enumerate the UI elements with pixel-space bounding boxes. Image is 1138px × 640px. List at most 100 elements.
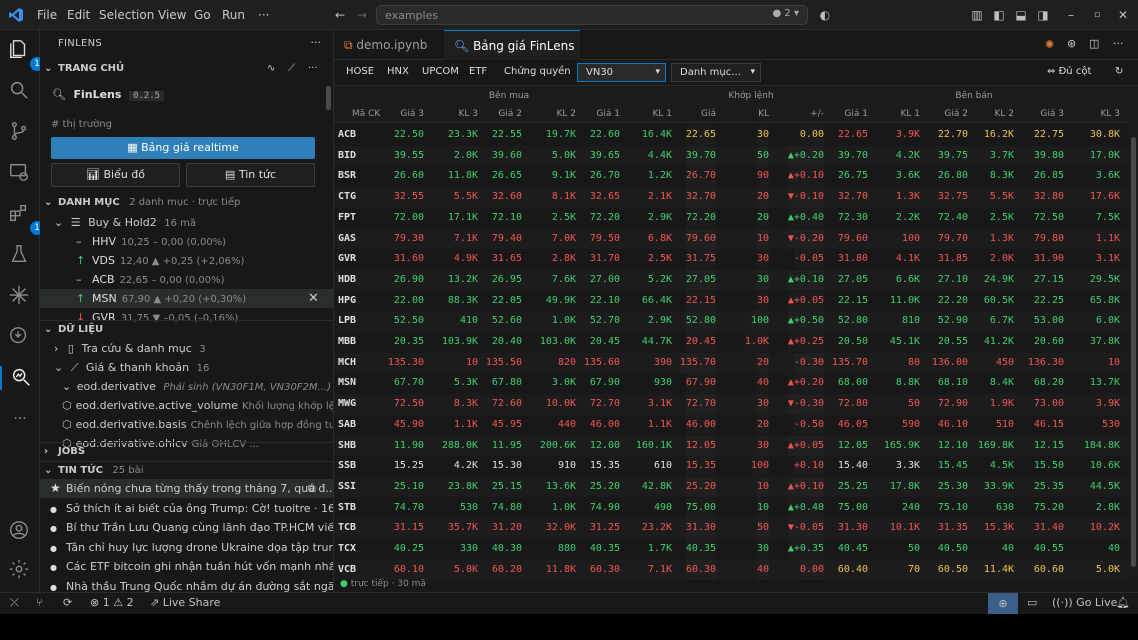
board-row-ssi[interactable]: SSI 25.10 23.8K 25.15 13.6K 25.20 42.8K 25.20 10… (334, 476, 1129, 498)
symbol-cell[interactable]: SHB (338, 439, 357, 451)
zoom-icon[interactable]: ⊕ (988, 593, 1018, 614)
news-item[interactable]: ● Nhà thầu Trung Quốc nhắm dự án đường sắ… (40, 577, 333, 593)
board-row-acb[interactable]: ACB 22.50 23.3K 22.55 19.7K 22.60 16.4K 22.65 30… (334, 125, 1129, 146)
run-debug-icon[interactable] (8, 161, 32, 185)
portfolio-item-hhv[interactable]: – HHV 10,25 – 0,00 (0,00%) (40, 232, 333, 251)
symbol-cell[interactable]: HPG (338, 294, 357, 306)
branch-icon[interactable]: ⑂ (36, 596, 43, 609)
board-row-gvr[interactable]: GVR 31.60 4.9K 31.65 2.8K 31.70 2.5K 31.75 30 -0.… (334, 249, 1129, 270)
menu-run[interactable]: Run (222, 8, 246, 22)
sidebar-more-icon[interactable]: ··· (310, 36, 322, 49)
board-row-mch[interactable]: MCH 135.30 10 135.50 820 135.60 390 135.70 20 -0.… (334, 352, 1129, 374)
portfolio-item-msn[interactable]: ↑ MSN 67,90 ▲ +0,20 (+0,30%) ✕ (40, 289, 333, 308)
column-header[interactable]: Giá (701, 109, 716, 119)
filter-upcom[interactable]: UPCOM (422, 66, 459, 77)
layout-customize-icon[interactable]: ▥ (971, 8, 983, 22)
news-button[interactable]: ▤ Tin tức (186, 163, 315, 187)
symbol-cell[interactable]: MBB (338, 336, 357, 347)
symbol-cell[interactable]: SSI (338, 480, 357, 492)
column-header[interactable]: KL 1 (652, 109, 672, 119)
board-row-ssb[interactable]: SSB 15.25 4.2K 15.30 910 15.35 610 15.35 100 +0.1… (334, 456, 1129, 477)
section-jobs[interactable]: › JOBS (40, 442, 333, 460)
filter-warrants[interactable]: Chứng quyền (504, 66, 571, 77)
column-header[interactable]: Giá 2 (944, 109, 968, 119)
minimize-icon[interactable]: – (1068, 8, 1074, 22)
symbol-cell[interactable]: SAB (338, 418, 357, 430)
toggle-sidebar-icon[interactable]: ◧ (993, 8, 1005, 22)
board-scroll-thumb[interactable] (1131, 137, 1136, 567)
board-row-gas[interactable]: GAS 79.30 7.1K 79.40 7.0K 79.50 6.8K 79.60 10 ▼-0… (334, 228, 1129, 250)
symbol-cell[interactable]: LPB (338, 315, 357, 327)
problems-indicator[interactable]: ⊗ 1 ⚠ 2 (90, 596, 134, 609)
column-header[interactable]: +/- (810, 109, 824, 119)
symbol-cell[interactable]: MCH (338, 356, 357, 368)
filter-etf[interactable]: ETF (469, 66, 488, 77)
accounts-icon[interactable] (8, 519, 32, 543)
board-row-bid[interactable]: BID 39.55 2.0K 39.60 5.0K 39.65 4.4K 39.70 50 ▲+0… (334, 145, 1129, 167)
filter-hnx[interactable]: HNX (387, 66, 409, 77)
menu-go[interactable]: Go (194, 8, 211, 22)
menu-file[interactable]: File (37, 8, 58, 22)
close-window-icon[interactable]: ✕ (1117, 8, 1129, 22)
menu-selection[interactable]: Selection (99, 8, 155, 22)
pulse-icon[interactable]: ∿ (267, 63, 276, 74)
board-row-bsr[interactable]: BSR 26.60 11.8K 26.65 9.1K 26.70 1.2K 26.70 90 ▲+… (334, 166, 1129, 187)
copilot-spark-icon[interactable] (8, 284, 32, 308)
symbol-cell[interactable]: GVR (338, 253, 357, 265)
realtime-board-button[interactable]: ▦ Bảng giá realtime (51, 137, 315, 159)
back-arrow-icon[interactable]: ← (334, 8, 346, 22)
index-select[interactable]: VN30 ▾ (577, 63, 666, 82)
go-live-button[interactable]: ((·)) Go Live (1052, 596, 1118, 609)
board-row-ctg[interactable]: CTG 32.55 5.5K 32.60 8.1K 32.65 2.1K 32.70 20 ▼-0… (334, 187, 1129, 208)
board-row-hpg[interactable]: HPG 22.00 88.3K 22.05 49.9K 22.10 66.4K 22.15 30… (334, 290, 1129, 312)
column-header[interactable]: Giá 3 (400, 109, 424, 119)
symbol-cell[interactable]: MSN (338, 377, 357, 389)
forward-arrow-icon[interactable]: → (356, 8, 368, 22)
symbol-cell[interactable]: BID (338, 149, 357, 161)
fit-columns-button[interactable]: ⇔ Đủ cột (1047, 66, 1092, 77)
chart-button[interactable]: 📊︎ Biểu đồ (51, 163, 180, 187)
data-lookup-item[interactable]: › ▯ Tra cứu & danh mục 3 (40, 339, 333, 358)
sidebar-scrollbar[interactable] (326, 86, 331, 110)
section-more-icon[interactable]: ··· (308, 63, 318, 74)
symbol-cell[interactable]: STB (338, 501, 357, 513)
section-data[interactable]: ⌄ DỮ LIỆU (40, 320, 333, 338)
menu-edit[interactable]: Edit (67, 8, 91, 22)
source-control-icon[interactable] (8, 120, 32, 144)
explorer-icon[interactable]: 1 (8, 38, 44, 71)
open-external-icon[interactable]: ⧉ (308, 482, 316, 495)
data-item[interactable]: ⬡ eod.derivative.ohlcv Giá OHLCV ... (40, 434, 333, 453)
broadcast-icon[interactable]: ▭ (1027, 596, 1038, 609)
news-item[interactable]: ● Sở thích ít ai biết của ông Trump: Cờ! … (40, 499, 333, 518)
column-header[interactable]: Giá 1 (596, 109, 620, 119)
sync-icon[interactable]: ⟳ (63, 596, 73, 609)
remove-item-icon[interactable]: ✕ (308, 291, 319, 306)
portfolio-item-acb[interactable]: – ACB 22,65 – 0,00 (0,00%) (40, 270, 333, 289)
remote-icon[interactable]: ⤫ (10, 596, 19, 609)
board-row-mbb[interactable]: MBB 20.35 103.9K 20.40 103.0K 20.45 44.7K 20.45… (334, 332, 1129, 353)
news-item[interactable]: ● Các ETF bitcoin ghi nhận tuần hút vốn m… (40, 557, 333, 576)
sparkle-icon[interactable]: ✺ (1045, 38, 1055, 51)
symbol-cell[interactable]: HDB (338, 273, 357, 285)
column-header[interactable]: Mã CK (352, 109, 381, 119)
portfolio-item-vds[interactable]: ↑ VDS 12,40 ▲ +0,25 (+2,06%) (40, 251, 333, 270)
portfolio-select[interactable]: Danh mục... ▾ (671, 63, 761, 82)
symbol-cell[interactable]: FPT (338, 211, 357, 223)
eod-derivative-item[interactable]: ⌄ eod.derivative Phái sinh (VN30F1M, VN3… (40, 377, 333, 396)
live-share-button[interactable]: ⇗ Live Share (150, 596, 221, 609)
board-row-msn[interactable]: MSN 67.70 5.3K 67.80 3.0K 67.90 930 67.90 40 ▲+0.… (334, 373, 1129, 394)
column-header[interactable]: Giá 2 (498, 109, 522, 119)
section-home[interactable]: ⌄ TRANG CHỦ ∿ ⟋ ··· (40, 60, 333, 78)
menu-more[interactable]: ··· (258, 8, 270, 22)
column-header[interactable]: KL 2 (994, 109, 1014, 119)
news-item[interactable]: ★ Biến nóng chưa từng thấy trong tháng 7,… (40, 479, 333, 498)
symbol-cell[interactable]: TCX (338, 543, 357, 554)
column-header[interactable]: KL (758, 109, 769, 119)
board-row-tcb[interactable]: TCB 31.15 35.7K 31.20 32.0K 31.25 23.2K 31.30 50… (334, 518, 1129, 539)
column-header[interactable]: Giá 1 (844, 109, 868, 119)
split-editor-icon[interactable]: ◫ (1089, 37, 1100, 50)
column-header[interactable]: Giá 3 (1040, 109, 1064, 119)
symbol-cell[interactable]: ACB (338, 129, 357, 140)
data-item[interactable]: ⬡ eod.derivative.active_volume Khối lượng … (40, 396, 333, 415)
command-center-search[interactable]: examples ● 2 ▾ (376, 5, 808, 25)
